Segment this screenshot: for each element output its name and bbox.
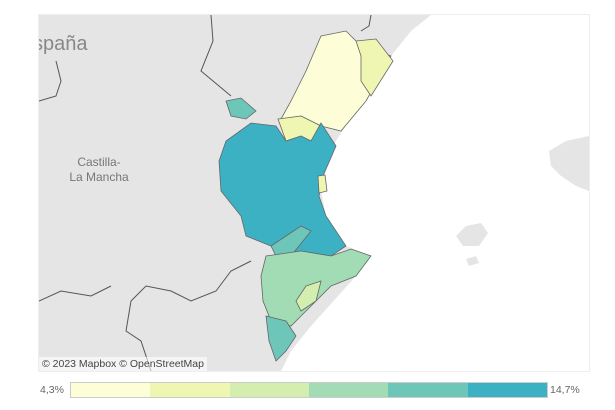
map-attribution[interactable]: © 2023 Mapbox © OpenStreetMap	[39, 357, 207, 371]
admin-borders	[39, 15, 372, 371]
label-espana: spaña	[38, 33, 88, 55]
region-baix-maestrat[interactable]	[355, 38, 394, 97]
island-formentera	[466, 256, 479, 266]
legend-bin-4	[308, 383, 389, 397]
legend-max-label: 14,7%	[550, 384, 580, 396]
region-valencia[interactable]	[218, 122, 347, 257]
legend-min-label: 4,3%	[40, 384, 64, 396]
map-canvas[interactable]	[39, 15, 589, 371]
label-castilla-la-mancha: Castilla- La Mancha	[69, 155, 129, 184]
region-vega-baja[interactable]	[265, 315, 297, 362]
region-rincon-ademuz[interactable]	[225, 97, 257, 120]
region-valencia-city[interactable]	[317, 174, 328, 194]
legend-bin-2	[150, 383, 230, 397]
regions[interactable]	[218, 30, 394, 362]
legend-bin-3	[229, 383, 309, 397]
legend-bin-5	[388, 383, 468, 397]
choropleth-map[interactable]: spaña Castilla- La Mancha © 2023 Mapbox …	[38, 14, 590, 372]
legend-bin-6	[467, 383, 547, 397]
legend-bin-1	[71, 383, 151, 397]
legend-color-ramp	[70, 382, 548, 398]
region-alicante-city[interactable]	[295, 280, 322, 312]
island-ibiza	[456, 223, 488, 246]
color-legend: 4,3% 14,7%	[38, 381, 588, 399]
island-mallorca	[549, 136, 589, 191]
